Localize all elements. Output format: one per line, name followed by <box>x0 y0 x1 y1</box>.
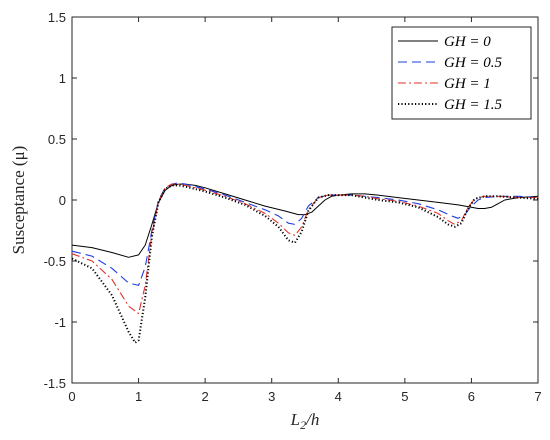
legend-label: GH = 0 <box>444 34 491 50</box>
y-tick-label: 1.5 <box>48 10 66 25</box>
series-lines <box>71 182 539 344</box>
axis-ticks: 0 1 2 3 4 5 6 7 -1.5 -1 -0.5 0 0.5 1 1.5 <box>44 10 542 404</box>
legend-items: GH = 0 GH = 0.5 GH = 1 GH = 1.5 <box>398 34 503 113</box>
x-tick-label: 4 <box>335 389 342 404</box>
series-line <box>71 183 539 258</box>
x-tick-label: 5 <box>401 389 408 404</box>
legend-label: GH = 1.5 <box>444 97 503 113</box>
x-tick-label: 3 <box>268 389 275 404</box>
y-tick-label: 1 <box>59 71 66 86</box>
y-tick-label: -0.5 <box>44 254 66 269</box>
y-tick-label: -1.5 <box>44 376 66 391</box>
legend: GH = 0 GH = 0.5 GH = 1 GH = 1.5 <box>391 26 532 120</box>
y-tick-label: 0 <box>59 193 66 208</box>
x-tick-label: 7 <box>534 389 541 404</box>
x-tick-label: 1 <box>135 389 142 404</box>
series-line <box>71 183 538 315</box>
legend-label: GH = 1 <box>444 76 491 92</box>
y-tick-label: -1 <box>54 315 66 330</box>
x-tick-label: 6 <box>468 389 475 404</box>
x-axis-label: L2/h <box>290 410 320 432</box>
x-tick-label: 2 <box>202 389 209 404</box>
x-tick-label: 0 <box>68 389 75 404</box>
y-tick-label: 0.5 <box>48 132 66 147</box>
y-axis-label: Susceptance (μ) <box>9 146 28 255</box>
legend-label: GH = 0.5 <box>444 55 503 71</box>
